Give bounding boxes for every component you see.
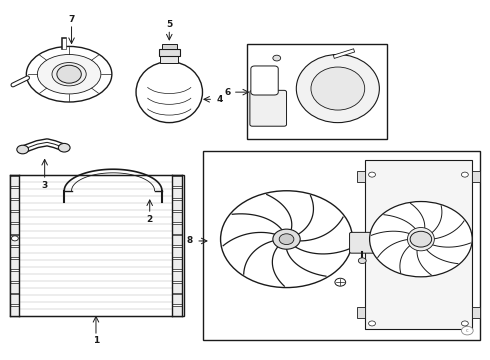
Bar (472, 307, 480, 318)
Circle shape (368, 321, 375, 326)
Bar (365, 160, 472, 329)
Bar (172, 306, 182, 316)
Bar (10, 283, 19, 293)
Circle shape (11, 236, 18, 241)
Bar (357, 171, 365, 182)
Circle shape (58, 143, 70, 152)
Circle shape (220, 191, 352, 288)
Ellipse shape (52, 63, 86, 86)
Text: 2: 2 (147, 215, 153, 224)
Circle shape (279, 234, 294, 244)
Bar (10, 235, 19, 246)
Bar (10, 247, 19, 257)
Text: 1: 1 (93, 336, 99, 345)
Bar (172, 176, 182, 186)
Circle shape (369, 202, 472, 277)
Circle shape (17, 145, 28, 154)
Bar (10, 294, 19, 305)
Bar (172, 271, 182, 281)
Text: c: c (466, 328, 468, 333)
Bar (357, 307, 365, 318)
Bar (172, 224, 182, 234)
Text: 7: 7 (69, 15, 75, 24)
FancyBboxPatch shape (250, 90, 287, 126)
Ellipse shape (26, 46, 112, 102)
Bar (10, 200, 19, 210)
Text: 3: 3 (42, 181, 48, 190)
Bar (172, 212, 182, 222)
Ellipse shape (136, 62, 202, 123)
Circle shape (273, 55, 281, 61)
Ellipse shape (296, 54, 379, 123)
Ellipse shape (311, 67, 365, 110)
Bar (172, 283, 182, 293)
Circle shape (462, 172, 468, 177)
Bar (172, 247, 182, 257)
Bar (172, 294, 182, 305)
Bar (10, 306, 19, 316)
Ellipse shape (408, 228, 434, 251)
Bar (10, 188, 19, 198)
Text: 5: 5 (166, 20, 172, 29)
Circle shape (273, 229, 300, 249)
Circle shape (335, 278, 345, 286)
Text: 8: 8 (187, 237, 193, 246)
Bar (10, 271, 19, 281)
Circle shape (410, 231, 432, 247)
Circle shape (462, 326, 473, 335)
Bar (10, 175, 184, 316)
Bar (10, 212, 19, 222)
Circle shape (57, 65, 81, 83)
Bar (10, 176, 19, 186)
Text: 4: 4 (217, 95, 223, 104)
Circle shape (462, 321, 468, 326)
FancyBboxPatch shape (251, 66, 278, 95)
Bar (172, 188, 182, 198)
Bar (162, 44, 176, 49)
Bar (172, 200, 182, 210)
FancyBboxPatch shape (349, 232, 375, 253)
Bar (10, 224, 19, 234)
Text: 6: 6 (225, 87, 231, 96)
Bar (10, 259, 19, 269)
Bar (472, 171, 480, 182)
Bar (160, 55, 178, 63)
Bar (203, 151, 480, 339)
Bar (172, 259, 182, 269)
Bar (172, 235, 182, 246)
Circle shape (358, 258, 366, 264)
Bar (247, 44, 387, 139)
Circle shape (368, 172, 375, 177)
Ellipse shape (37, 54, 101, 94)
Bar (159, 49, 180, 55)
